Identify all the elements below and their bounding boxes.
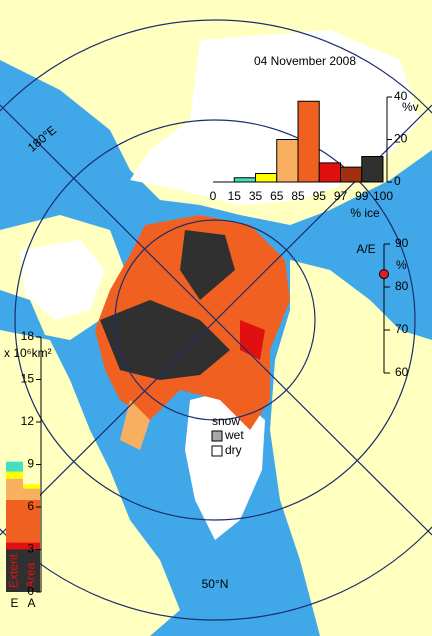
y-tick-label: 9 [27,457,34,471]
snow-label: dry [225,443,242,457]
y-tick-label: 0 [394,174,401,188]
x-tick-label: 85 [291,189,305,203]
stack-segment [6,461,23,472]
parallel-label: 50°N [202,577,229,591]
unit-label: % [396,258,407,272]
column-label: Extent [7,553,21,588]
snow-swatch [211,430,223,442]
x-tick-label: E [10,596,18,610]
bar [233,177,256,183]
stack-segment [23,499,40,543]
snow-label: wet [224,428,244,442]
y-tick-label: 12 [21,414,35,428]
x-axis-label: % ice [350,206,380,220]
column-label: Area [24,562,38,588]
bar [340,166,363,183]
y-tick-label: 6 [27,499,34,513]
x-tick-label: 97 [334,189,348,203]
stack-segment [23,484,40,489]
y-tick-label: 20 [394,132,408,146]
x-tick-label: 95 [313,189,327,203]
stack-segment [6,542,23,550]
bar [297,100,320,183]
y-tick-label: 18 [21,329,35,343]
y-tick-label: 40 [394,89,408,103]
x-tick-label: 100 [373,189,393,203]
y-tick-label: 3 [27,542,34,556]
x-tick-label: 15 [228,189,242,203]
y-tick-label: 80 [395,279,409,293]
unit-label: x 10⁶km² [4,346,52,360]
date-title: 04 November 2008 [254,54,356,68]
ratio-label: A/E [356,242,375,256]
snow-cover [20,30,420,540]
stack-segment [6,478,23,500]
stack-segment [6,471,23,479]
y-tick-label: 70 [395,322,409,336]
bar [318,162,341,183]
stack-segment [23,542,40,550]
stack-segment [6,499,23,543]
y-tick-label: 0 [27,584,34,598]
x-tick-label: 35 [249,189,263,203]
x-tick-label: 0 [210,189,217,203]
x-tick-label: 65 [270,189,284,203]
bar [255,173,278,183]
x-tick-label: 99 [355,189,369,203]
snow-swatch [211,445,223,457]
stack-segment [6,549,23,592]
bar [276,139,299,183]
y-tick-label: 60 [395,365,409,379]
bar [361,156,384,183]
x-tick-label: A [27,596,35,610]
stack-segment [23,549,40,592]
sea-ice [95,215,290,450]
ratio-dot [379,269,389,280]
stack-segment [23,488,40,500]
snow-title: snow [212,414,240,428]
y-tick-label: 90 [395,236,409,250]
y-axis-label: %v [402,100,419,114]
y-tick-label: 15 [21,372,35,386]
